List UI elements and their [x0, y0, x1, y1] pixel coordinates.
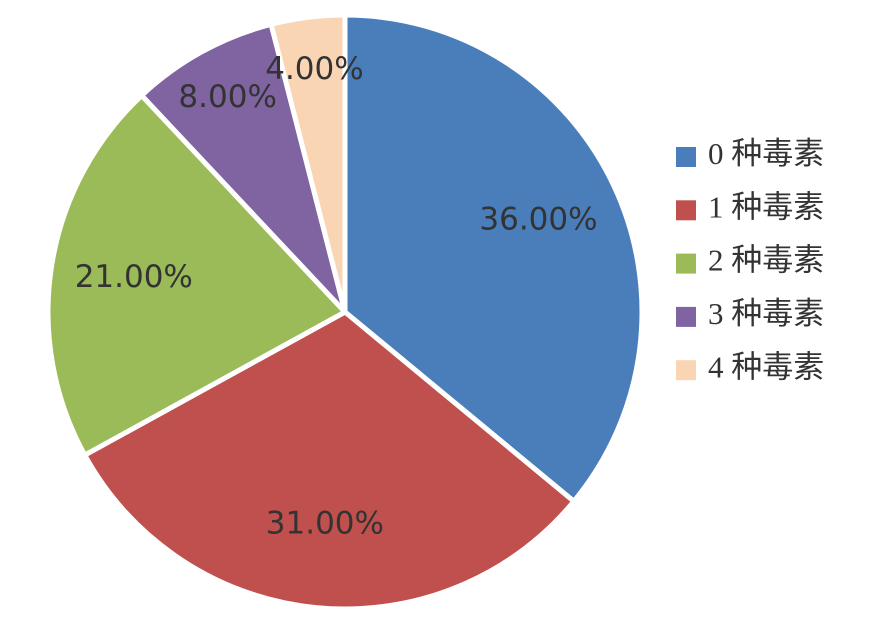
data-label: 31.00%	[266, 505, 384, 541]
legend-label: 2 种毒素	[708, 243, 824, 278]
data-label: 36.00%	[479, 201, 597, 237]
legend-label: 0 种毒素	[708, 136, 824, 171]
legend-swatch	[676, 147, 696, 167]
pie-slice	[81, 308, 578, 612]
data-label: 21.00%	[75, 259, 193, 295]
pie-slice	[45, 91, 350, 459]
legend-label: 4 种毒素	[708, 349, 824, 384]
data-label: 4.00%	[265, 51, 363, 87]
pie-slice	[138, 21, 348, 314]
legend-swatch	[676, 306, 696, 327]
pie-slice	[342, 12, 645, 505]
legend-swatch	[676, 360, 696, 381]
legend-label: 1 种毒素	[708, 189, 824, 224]
legend-swatch	[676, 253, 696, 274]
pie-slice	[268, 12, 348, 313]
legend-swatch	[676, 200, 696, 221]
legend-label: 3 种毒素	[708, 296, 824, 331]
data-label: 8.00%	[178, 79, 276, 115]
